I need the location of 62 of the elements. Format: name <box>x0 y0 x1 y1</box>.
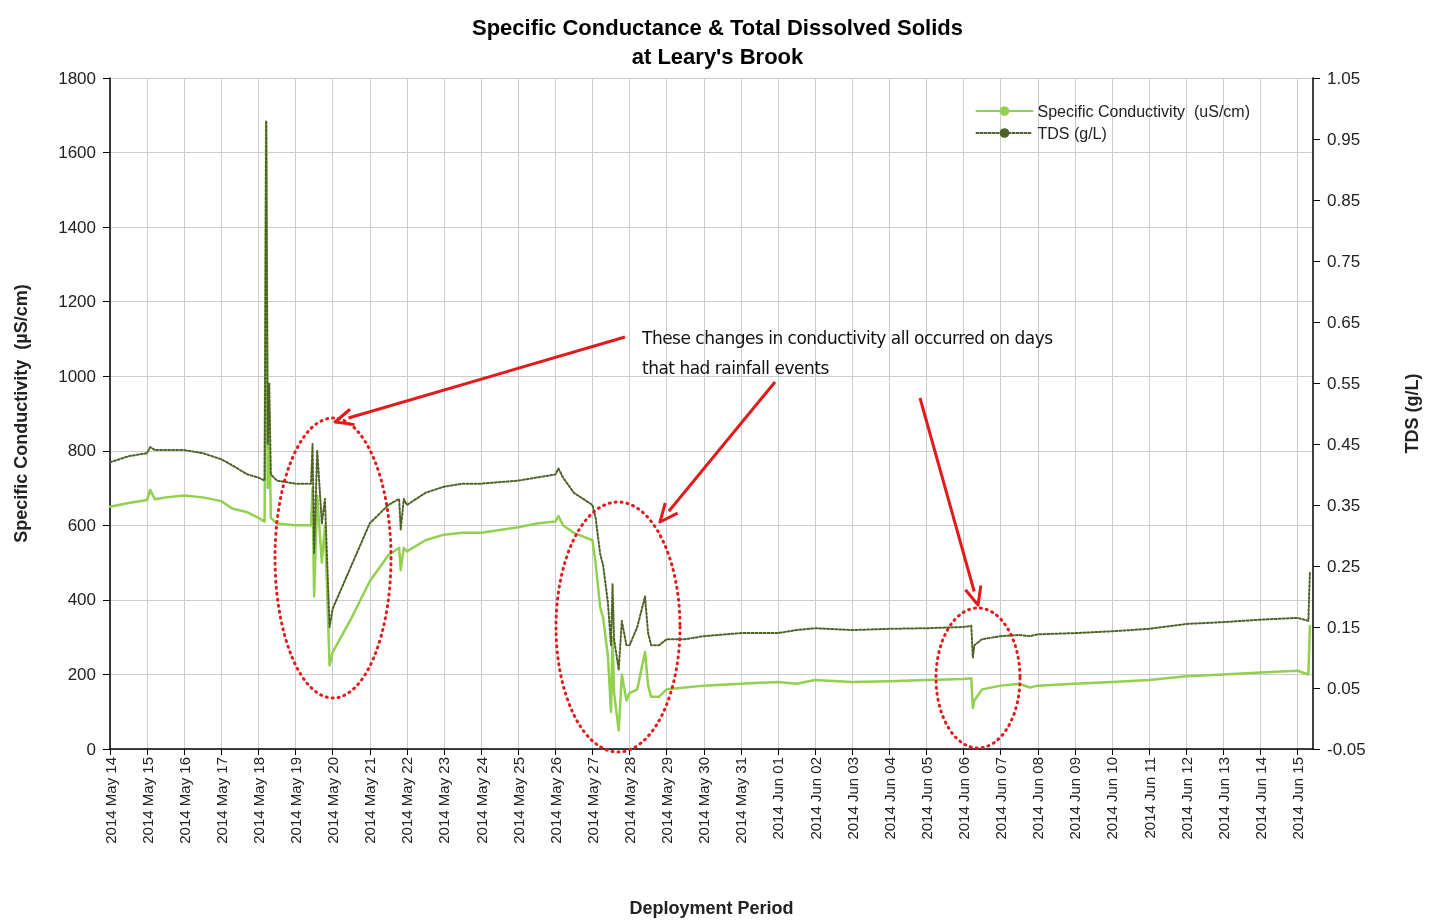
y-tick-label: 1200 <box>58 292 96 312</box>
x-tick-label: 2014 Jun 07 <box>992 757 1010 840</box>
y-tick-label: 1800 <box>58 68 96 88</box>
x-tick-label: 2014 May 30 <box>695 757 713 844</box>
x-tick-label: 2014 May 16 <box>175 757 193 844</box>
x-tick-label: 2014 May 27 <box>583 757 601 844</box>
y2-tick-label: 0.15 <box>1327 617 1361 637</box>
x-tick-label: 2014 Jun 12 <box>1177 757 1195 840</box>
y2-tick-label: -0.05 <box>1327 739 1366 759</box>
x-tick-label: 2014 Jun 11 <box>1140 757 1158 839</box>
x-tick-label: 2014 Jun 14 <box>1251 757 1269 840</box>
x-tick-label: 2014 May 31 <box>732 757 750 844</box>
x-tick-label: 2014 May 17 <box>212 757 230 844</box>
annotation: These changes in conductivity all occurred on days that had rainfall events <box>642 327 1054 380</box>
y2-tick-label: 0.45 <box>1327 434 1361 454</box>
chart-title: Specific Conductance & Total Dissolved Solids at Leary's Brook <box>471 15 964 69</box>
y2-tick-label: 0.95 <box>1327 129 1361 149</box>
x-tick-label: 2014 Jun 04 <box>880 757 898 840</box>
x-tick-label: 2014 May 28 <box>621 757 639 844</box>
y-axis-title: Specific Conductivity (µS/cm) <box>11 284 31 543</box>
legend-label: TDS (g/L) <box>1037 124 1107 142</box>
x-tick-label: 2014 Jun 06 <box>955 757 973 840</box>
y2-tick-label: 0.85 <box>1327 190 1361 210</box>
y-tick-label: 400 <box>67 590 96 610</box>
x-tick-label: 2014 May 21 <box>361 757 379 844</box>
x-tick-label: 2014 May 23 <box>435 757 453 844</box>
y-tick-label: 600 <box>67 515 96 535</box>
y-tick-label: 0 <box>86 739 96 759</box>
x-tick-label: 2014 May 29 <box>658 757 676 844</box>
y2-tick-label: 0.65 <box>1327 312 1361 332</box>
x-tick-label: 2014 Jun 13 <box>1214 757 1232 840</box>
x-tick-label: 2014 Jun 01 <box>769 757 787 840</box>
y2-tick-label: 0.25 <box>1327 556 1361 576</box>
x-tick-label: 2014 Jun 10 <box>1103 757 1121 840</box>
x-tick-label: 2014 May 18 <box>249 757 267 844</box>
y2-tick-label: 0.55 <box>1327 373 1361 393</box>
x-tick-label: 2014 Jun 08 <box>1029 757 1047 840</box>
x-tick-label: 2014 May 15 <box>138 757 156 844</box>
x-tick-label: 2014 May 24 <box>472 757 490 844</box>
x-tick-label: 2014 May 25 <box>509 757 527 844</box>
x-tick-label: 2014 May 20 <box>324 757 342 844</box>
x-axis-title: Deployment Period <box>629 898 794 918</box>
x-tick-label: 2014 Jun 02 <box>806 757 824 840</box>
y2-axis-title: TDS (g/L) <box>1402 373 1422 454</box>
y2-tick-label: 0.35 <box>1327 495 1361 515</box>
x-tick-label: 2014 Jun 03 <box>843 757 861 840</box>
y-tick-label: 1400 <box>58 217 96 237</box>
x-tick-label: 2014 May 26 <box>546 757 564 844</box>
y2-tick-label: 0.75 <box>1327 251 1361 271</box>
y-tick-label: 1000 <box>58 366 96 386</box>
y-tick-label: 1600 <box>58 143 96 163</box>
legend-label: Specific Conductivity (uS/cm) <box>1037 102 1251 120</box>
x-tick-label: 2014 May 22 <box>398 757 416 844</box>
y2-tick-label: 1.05 <box>1327 68 1361 88</box>
x-tick-label: 2014 May 19 <box>287 757 305 844</box>
x-tick-label: 2014 May 14 <box>101 757 119 844</box>
y2-tick-label: 0.05 <box>1327 678 1361 698</box>
x-tick-label: 2014 Jun 05 <box>917 757 935 840</box>
x-tick-label: 2014 Jun 15 <box>1289 757 1307 840</box>
x-tick-label: 2014 Jun 09 <box>1066 757 1084 840</box>
y-tick-label: 800 <box>67 441 96 461</box>
y-tick-label: 200 <box>67 664 96 684</box>
